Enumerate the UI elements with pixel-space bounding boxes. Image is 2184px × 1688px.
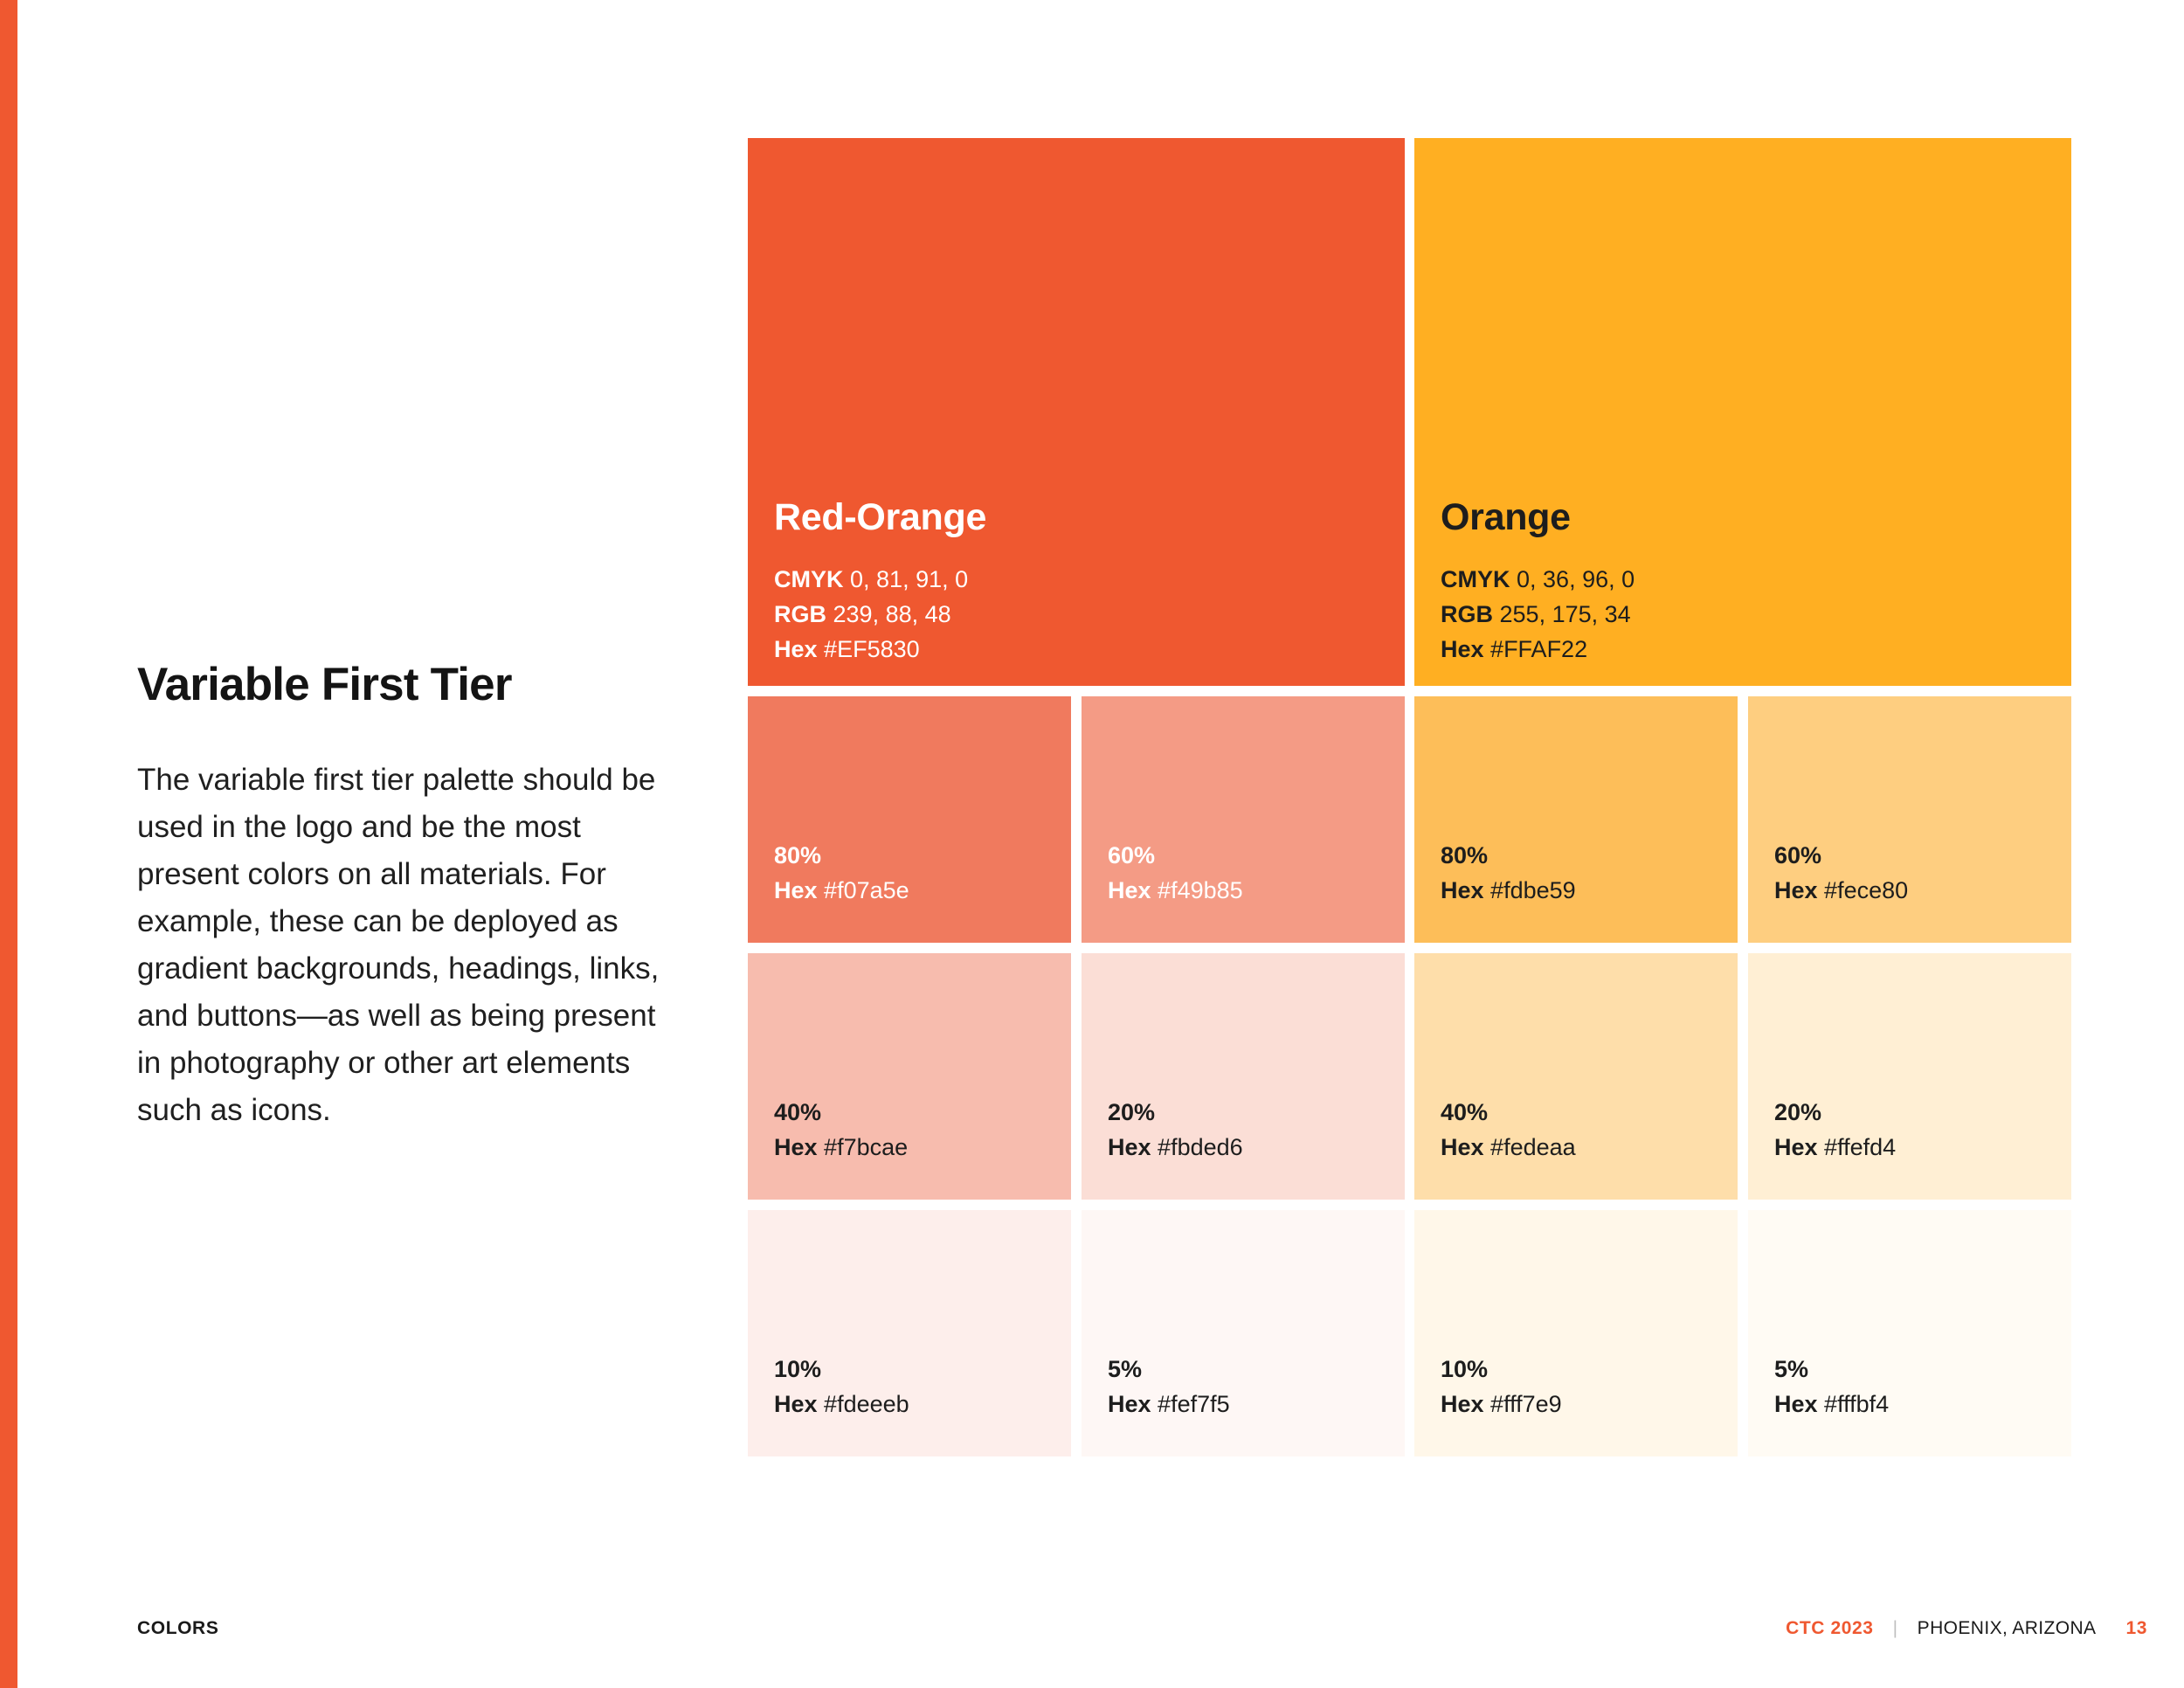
tint-hex-line: Hex #ffefd4 (1774, 1134, 1897, 1160)
tint-percent: 10% (774, 1356, 822, 1382)
tint-percent: 10% (1441, 1356, 1489, 1382)
intro-block: Variable First Tier The variable first t… (137, 657, 661, 1134)
tint-values: 80% Hex #fdbe59 (1441, 838, 1576, 908)
tint-tile: 5% Hex #fffbf4 (1748, 1210, 2071, 1456)
tint-hex-line: Hex #fece80 (1774, 877, 1909, 903)
tint-values: 20% Hex #ffefd4 (1774, 1095, 1896, 1165)
tint-tile: 80% Hex #f07a5e (748, 696, 1071, 943)
hex-line: Hex #FFAF22 (1441, 636, 1588, 662)
tint-tile: 5% Hex #fef7f5 (1082, 1210, 1405, 1456)
swatch-values: CMYK 0, 81, 91, 0 RGB 239, 88, 48 Hex #E… (774, 562, 968, 667)
tint-values: 40% Hex #f7bcae (774, 1095, 908, 1165)
cmyk-line: CMYK 0, 81, 91, 0 (774, 566, 969, 592)
footer-right: CTC 2023 | PHOENIX, ARIZONA 13 (1786, 1618, 2147, 1639)
tint-tile: 60% Hex #f49b85 (1082, 696, 1405, 943)
tint-tile: 10% Hex #fdeeeb (748, 1210, 1071, 1456)
footer-section-label: COLORS (137, 1618, 219, 1638)
tint-percent: 5% (1774, 1356, 1809, 1382)
swatch-name: Red-Orange (774, 496, 987, 538)
tint-tile: 60% Hex #fece80 (1748, 696, 2071, 943)
rgb-line: RGB 255, 175, 34 (1441, 601, 1631, 627)
section-title: Variable First Tier (137, 659, 512, 710)
tint-percent: 20% (1108, 1099, 1156, 1125)
tint-tile: 20% Hex #fbded6 (1082, 953, 1405, 1200)
tint-tile: 40% Hex #f7bcae (748, 953, 1071, 1200)
section-description: The variable first tier palette should b… (137, 763, 660, 1127)
footer-separator: | (1892, 1618, 1898, 1638)
tint-percent: 40% (774, 1099, 822, 1125)
tint-values: 10% Hex #fff7e9 (1441, 1352, 1562, 1422)
tint-tile: 80% Hex #fdbe59 (1414, 696, 1738, 943)
tint-values: 60% Hex #fece80 (1774, 838, 1908, 908)
swatch-name: Orange (1441, 496, 1571, 538)
tint-hex-line: Hex #fff7e9 (1441, 1391, 1562, 1417)
tint-percent: 20% (1774, 1099, 1822, 1125)
tint-percent: 80% (1441, 842, 1489, 868)
tint-values: 60% Hex #f49b85 (1108, 838, 1243, 908)
tint-hex-line: Hex #fef7f5 (1108, 1391, 1230, 1417)
tint-percent: 40% (1441, 1099, 1489, 1125)
tint-values: 5% Hex #fffbf4 (1774, 1352, 1889, 1422)
tint-hex-line: Hex #fedeaa (1441, 1134, 1576, 1160)
tint-percent: 60% (1108, 842, 1156, 868)
tint-tile: 40% Hex #fedeaa (1414, 953, 1738, 1200)
swatch-values: CMYK 0, 36, 96, 0 RGB 255, 175, 34 Hex #… (1441, 562, 1635, 667)
swatch-red-orange: Red-Orange CMYK 0, 81, 91, 0 RGB 239, 88… (748, 138, 1405, 686)
rgb-line: RGB 239, 88, 48 (774, 601, 951, 627)
tint-hex-line: Hex #fffbf4 (1774, 1391, 1890, 1417)
tint-hex-line: Hex #f7bcae (774, 1134, 909, 1160)
tint-percent: 80% (774, 842, 822, 868)
swatch-orange: Orange CMYK 0, 36, 96, 0 RGB 255, 175, 3… (1414, 138, 2071, 686)
tint-values: 80% Hex #f07a5e (774, 838, 909, 908)
page-number: 13 (2125, 1618, 2147, 1638)
tint-percent: 5% (1108, 1356, 1143, 1382)
tint-values: 5% Hex #fef7f5 (1108, 1352, 1230, 1422)
tint-hex-line: Hex #fdbe59 (1441, 877, 1576, 903)
tint-hex-line: Hex #fdeeeb (774, 1391, 909, 1417)
tint-hex-line: Hex #fbded6 (1108, 1134, 1243, 1160)
tint-hex-line: Hex #f49b85 (1108, 877, 1243, 903)
tint-percent: 60% (1774, 842, 1822, 868)
tint-values: 20% Hex #fbded6 (1108, 1095, 1243, 1165)
tint-tile: 10% Hex #fff7e9 (1414, 1210, 1738, 1456)
tint-tile: 20% Hex #ffefd4 (1748, 953, 2071, 1200)
hex-line: Hex #EF5830 (774, 636, 920, 662)
cmyk-line: CMYK 0, 36, 96, 0 (1441, 566, 1635, 592)
footer-location: PHOENIX, ARIZONA (1917, 1618, 2097, 1638)
footer-event: CTC 2023 (1786, 1618, 1874, 1638)
accent-edge-bar (0, 0, 17, 1688)
tint-hex-line: Hex #f07a5e (774, 877, 909, 903)
tint-values: 40% Hex #fedeaa (1441, 1095, 1576, 1165)
tint-values: 10% Hex #fdeeeb (774, 1352, 909, 1422)
